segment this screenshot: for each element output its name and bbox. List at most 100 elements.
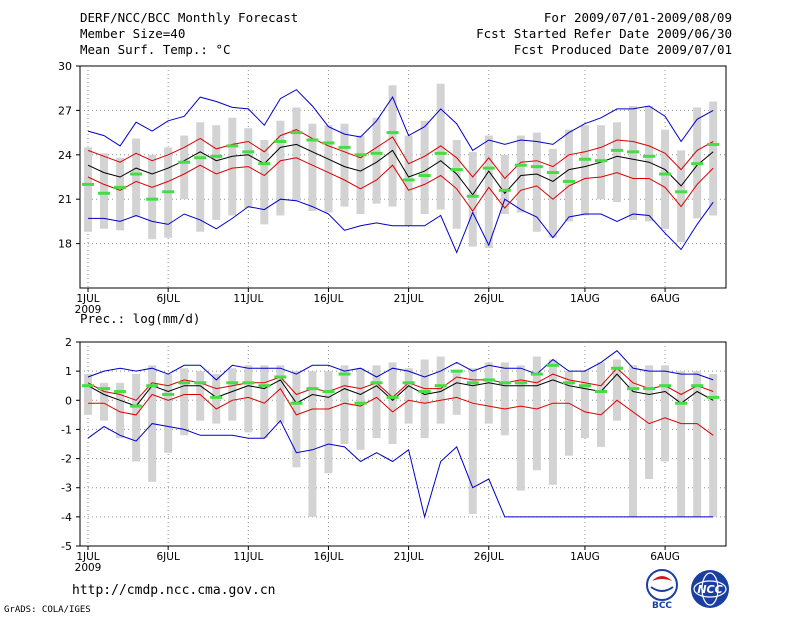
y-tick-label: -2 [61, 453, 72, 466]
ensemble-bar [484, 362, 493, 424]
series-line-mean [87, 373, 714, 407]
ensemble-bar [612, 359, 621, 421]
ensemble-bar [148, 154, 157, 240]
x-tick-label: 6JUL [157, 551, 180, 563]
ensemble-bar [340, 123, 349, 207]
ensemble-bar [612, 122, 621, 203]
ensemble-bar [260, 365, 269, 439]
ensemble-bar [196, 371, 205, 421]
ensemble-bar [645, 365, 654, 479]
ensemble-bar [452, 371, 461, 415]
y-tick-label: -1 [61, 423, 72, 436]
x-tick-label: 26JUL [474, 551, 504, 563]
ensemble-bar [661, 129, 670, 229]
bcc-logo: BCC [646, 569, 678, 611]
ensemble-bar [292, 371, 301, 468]
ensemble-bar [276, 120, 285, 216]
ensemble-bar [116, 382, 125, 439]
bcc-logo-text: BCC [652, 601, 672, 611]
grads-credit: GrADS: COLA/IGES [4, 605, 91, 615]
ensemble-bar [228, 117, 237, 216]
y-tick-label: 27 [58, 104, 72, 117]
x-tick-label: 6JUL [157, 293, 180, 305]
y-tick-label: 24 [58, 149, 72, 162]
y-tick-label: -5 [61, 540, 72, 553]
ensemble-bar [436, 83, 445, 210]
ensemble-bar [388, 362, 397, 444]
ensemble-bar [100, 153, 109, 229]
year-label: 2009 [75, 304, 102, 316]
x-tick-label: 1AUG [570, 551, 600, 563]
ensemble-bar [100, 382, 109, 421]
ensemble-bar [180, 368, 189, 436]
ensemble-bar [580, 371, 589, 439]
ensemble-bar [468, 151, 477, 247]
ensemble-bar [580, 125, 589, 216]
series-line-min [88, 198, 714, 254]
series-line-lower [88, 387, 714, 436]
ensemble-bar [645, 105, 654, 222]
ensemble-bar [308, 371, 317, 517]
y-tick-label: -4 [61, 511, 72, 524]
ensemble-bar [709, 101, 718, 216]
ensemble-bar [372, 365, 381, 439]
ensemble-bar [388, 85, 397, 207]
ensemble-bar [420, 120, 429, 214]
ensemble-bar [564, 371, 573, 456]
ensemble-bar [180, 135, 189, 200]
ensemble-bar [436, 356, 445, 424]
ensemble-bar [677, 150, 686, 243]
series-line-lower [87, 157, 714, 212]
series-line-upper [87, 129, 714, 180]
x-tick-label: 16JUL [313, 551, 343, 563]
y-tick-label: 21 [58, 193, 72, 206]
chart-title: DERF/NCC/BCC Monthly Forecast [80, 10, 299, 25]
ensemble-bar [356, 368, 365, 450]
ensemble-bar [532, 132, 541, 232]
footer-url[interactable]: http://cmdp.ncc.cma.gov.cn [72, 583, 276, 598]
year-label: 2009 [75, 562, 102, 574]
ensemble-bar [404, 368, 413, 424]
started-refer-date: Fcst Started Refer Date 2009/06/30 [476, 26, 732, 41]
ensemble-bar [484, 135, 493, 249]
ensemble-bar [84, 147, 93, 232]
x-tick-label: 26JUL [474, 293, 504, 305]
series-line-max [87, 350, 714, 381]
ensemble-bar [500, 154, 509, 214]
x-tick-label: 11JUL [233, 293, 263, 305]
ensemble-bar [244, 365, 253, 433]
ensemble-bar [596, 362, 605, 447]
y-tick-label: -3 [61, 482, 72, 495]
ensemble-bar [308, 123, 317, 212]
x-tick-label: 11JUL [233, 551, 263, 563]
ensemble-bar [196, 122, 205, 232]
y-tick-label: 18 [58, 238, 72, 251]
series-line-mean [87, 143, 714, 196]
ensemble-bar [260, 140, 269, 225]
ncc-logo-text: NCC [697, 583, 722, 596]
x-tick-label: 6AUG [650, 551, 680, 563]
ensemble-bar [116, 157, 125, 231]
variable-label: Mean Surf. Temp.: °C [80, 42, 231, 57]
forecast-period: For 2009/07/01-2009/08/09 [543, 10, 732, 25]
x-tick-label: 16JUL [313, 293, 343, 305]
ensemble-bar [548, 359, 557, 485]
ensemble-bar [324, 371, 333, 474]
panel-title-precip: Prec.: log(mm/d) [80, 311, 200, 326]
y-tick-label: 2 [65, 336, 72, 349]
x-tick-label: 6AUG [650, 293, 680, 305]
ensemble-bar [532, 356, 541, 471]
series-line-min [87, 419, 714, 519]
ensemble-bar [132, 374, 141, 462]
ensemble-bar [244, 128, 253, 209]
ensemble-bar [629, 365, 638, 517]
ensemble-bar [629, 105, 638, 220]
header-right: For 2009/07/01-2009/08/09 Fcst Started R… [476, 10, 732, 58]
ensemble-bar [356, 135, 365, 214]
ensemble-bar [661, 365, 670, 462]
ensemble-bar [516, 365, 525, 491]
y-tick-label: 1 [65, 365, 72, 378]
x-tick-label: 1AUG [570, 293, 600, 305]
ensemble-bar [212, 125, 221, 220]
